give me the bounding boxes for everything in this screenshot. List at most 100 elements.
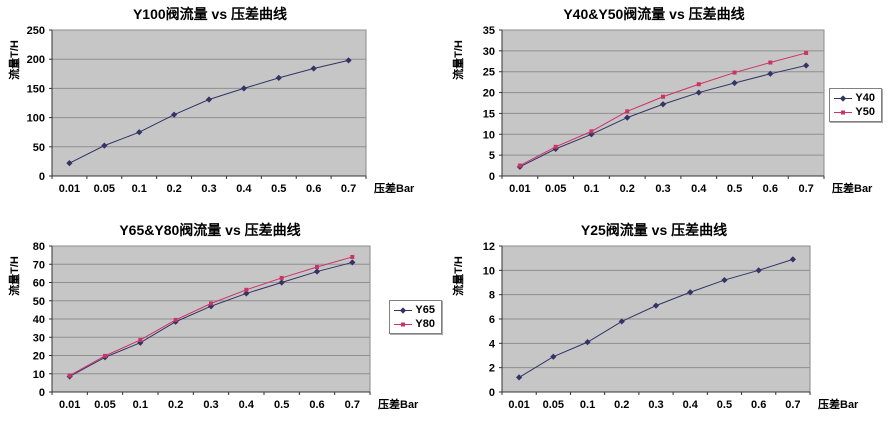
chart-canvas-y25: 0 2 4 6 8 10 12 0.01 0.05 0.1 0.2 0.3 0.4 0.5 0.6 0.7 压差… [444, 238, 888, 428]
svg-text:0.5: 0.5 [717, 399, 732, 411]
svg-text:压差Bar: 压差Bar [378, 397, 419, 411]
svg-text:15: 15 [483, 108, 495, 120]
svg-text:流量T/H: 流量T/H [7, 256, 21, 296]
svg-text:0.2: 0.2 [168, 399, 183, 411]
chart-canvas-y100: 0 50 100 150 200 250 0.01 0.05 0.1 0.2 0.3 0.4 0.5 0.… [0, 22, 444, 212]
svg-text:10: 10 [483, 129, 495, 141]
svg-text:0.4: 0.4 [691, 183, 707, 195]
svg-text:0.2: 0.2 [620, 183, 635, 195]
svg-text:0.01: 0.01 [508, 399, 529, 411]
svg-text:0.4: 0.4 [239, 399, 255, 411]
svg-text:流量T/H: 流量T/H [451, 256, 465, 296]
chart-title-y25: Y25阀流量 vs 压差曲线 [580, 222, 728, 238]
svg-text:0.2: 0.2 [614, 399, 629, 411]
svg-text:0.01: 0.01 [59, 399, 80, 411]
chart-title-y65-y80: Y65&Y80阀流量 vs 压差曲线 [119, 222, 301, 238]
svg-text:0.7: 0.7 [341, 183, 356, 195]
legend-entry-y65: Y65 [394, 304, 435, 316]
svg-text:0: 0 [39, 387, 45, 399]
legend-y40-y50: Y40 Y50 [829, 88, 882, 122]
svg-text:2: 2 [489, 363, 495, 375]
svg-text:0.3: 0.3 [648, 399, 663, 411]
svg-text:0.05: 0.05 [94, 399, 115, 411]
svg-text:0.1: 0.1 [584, 183, 599, 195]
plot-svg-y65-y80: 0 10 20 30 40 50 60 70 80 0.01 0.05 0.1 0.2 0.3 0.4 0.5… [7, 241, 419, 411]
svg-text:0: 0 [39, 171, 45, 183]
svg-text:60: 60 [33, 278, 45, 290]
svg-text:70: 70 [33, 259, 45, 271]
svg-text:0.6: 0.6 [309, 399, 324, 411]
svg-text:0.7: 0.7 [345, 399, 360, 411]
svg-text:0.3: 0.3 [201, 183, 216, 195]
plot-svg-y40-y50: 0 5 10 15 20 25 30 35 0.01 0.05 0.1 0.2 0.3 0.4 0.5 0.6… [451, 25, 873, 195]
svg-text:8: 8 [489, 290, 495, 302]
svg-text:0: 0 [489, 387, 495, 399]
svg-text:0: 0 [489, 171, 495, 183]
svg-text:0.05: 0.05 [543, 399, 564, 411]
svg-text:50: 50 [33, 142, 45, 154]
legend-y65-y80: Y65 Y80 [389, 300, 442, 334]
svg-text:压差Bar: 压差Bar [818, 397, 859, 411]
svg-text:0.6: 0.6 [306, 183, 321, 195]
svg-text:0.01: 0.01 [509, 183, 530, 195]
svg-text:0.3: 0.3 [203, 399, 218, 411]
svg-text:250: 250 [27, 25, 45, 37]
chart-y40-y50: Y40&Y50阀流量 vs 压差曲线 0 5 10 15 20 25 30 35 0.01 0.0… [444, 0, 888, 216]
svg-text:0.05: 0.05 [94, 183, 115, 195]
plot-svg-y25: 0 2 4 6 8 10 12 0.01 0.05 0.1 0.2 0.3 0.4 0.5 0.6 0.7 压差… [451, 241, 859, 411]
svg-text:6: 6 [489, 314, 495, 326]
svg-text:0.01: 0.01 [59, 183, 80, 195]
svg-text:0.6: 0.6 [751, 399, 766, 411]
svg-text:0.5: 0.5 [271, 183, 286, 195]
legend-swatch-icon [394, 322, 413, 326]
svg-text:100: 100 [27, 113, 45, 125]
svg-text:0.05: 0.05 [545, 183, 566, 195]
svg-text:35: 35 [483, 25, 495, 37]
chart-canvas-y40-y50: 0 5 10 15 20 25 30 35 0.01 0.05 0.1 0.2 0.3 0.4 0.5 0.6… [444, 22, 888, 212]
legend-label: Y80 [415, 318, 435, 330]
legend-entry-y40: Y40 [834, 92, 875, 104]
svg-text:流量T/H: 流量T/H [7, 40, 21, 80]
svg-text:0.7: 0.7 [798, 183, 813, 195]
svg-text:0.4: 0.4 [683, 399, 699, 411]
svg-text:4: 4 [489, 338, 496, 350]
chart-canvas-y65-y80: 0 10 20 30 40 50 60 70 80 0.01 0.05 0.1 0.2 0.3 0.4 0.5… [0, 238, 444, 428]
svg-text:0.1: 0.1 [132, 183, 147, 195]
svg-text:0.6: 0.6 [763, 183, 778, 195]
svg-text:10: 10 [33, 369, 45, 381]
svg-text:10: 10 [483, 265, 495, 277]
svg-text:30: 30 [33, 332, 45, 344]
legend-label: Y65 [415, 304, 435, 316]
svg-text:0.7: 0.7 [785, 399, 800, 411]
svg-text:12: 12 [483, 241, 495, 253]
legend-entry-y50: Y50 [834, 106, 875, 118]
legend-swatch-icon [394, 306, 413, 314]
svg-text:80: 80 [33, 241, 45, 253]
chart-y100: Y100阀流量 vs 压差曲线 0 50 100 150 200 250 0.01 0.05 0… [0, 0, 444, 216]
svg-text:200: 200 [27, 54, 45, 66]
svg-text:0.3: 0.3 [655, 183, 670, 195]
svg-text:20: 20 [483, 88, 495, 100]
svg-text:20: 20 [33, 351, 45, 363]
svg-text:压差Bar: 压差Bar [832, 181, 873, 195]
svg-text:0.1: 0.1 [133, 399, 148, 411]
svg-text:压差Bar: 压差Bar [374, 181, 415, 195]
legend-swatch-icon [834, 110, 853, 114]
svg-text:0.5: 0.5 [274, 399, 289, 411]
chart-title-y100: Y100阀流量 vs 压差曲线 [132, 6, 288, 22]
chart-y65-y80: Y65&Y80阀流量 vs 压差曲线 0 10 20 30 40 50 60 70 80 0.01… [0, 216, 444, 433]
svg-text:0.1: 0.1 [580, 399, 595, 411]
svg-text:30: 30 [483, 46, 495, 58]
legend-label: Y40 [855, 92, 875, 104]
svg-text:25: 25 [483, 67, 495, 79]
chart-title-y40-y50: Y40&Y50阀流量 vs 压差曲线 [563, 6, 745, 22]
svg-text:流量T/H: 流量T/H [451, 40, 465, 80]
plot-svg-y100: 0 50 100 150 200 250 0.01 0.05 0.1 0.2 0.3 0.4 0.5 0.… [7, 25, 415, 195]
svg-text:150: 150 [27, 83, 45, 95]
svg-text:5: 5 [489, 150, 495, 162]
svg-text:0.5: 0.5 [727, 183, 742, 195]
legend-entry-y80: Y80 [394, 318, 435, 330]
svg-text:50: 50 [33, 296, 45, 308]
svg-text:0.4: 0.4 [236, 183, 252, 195]
